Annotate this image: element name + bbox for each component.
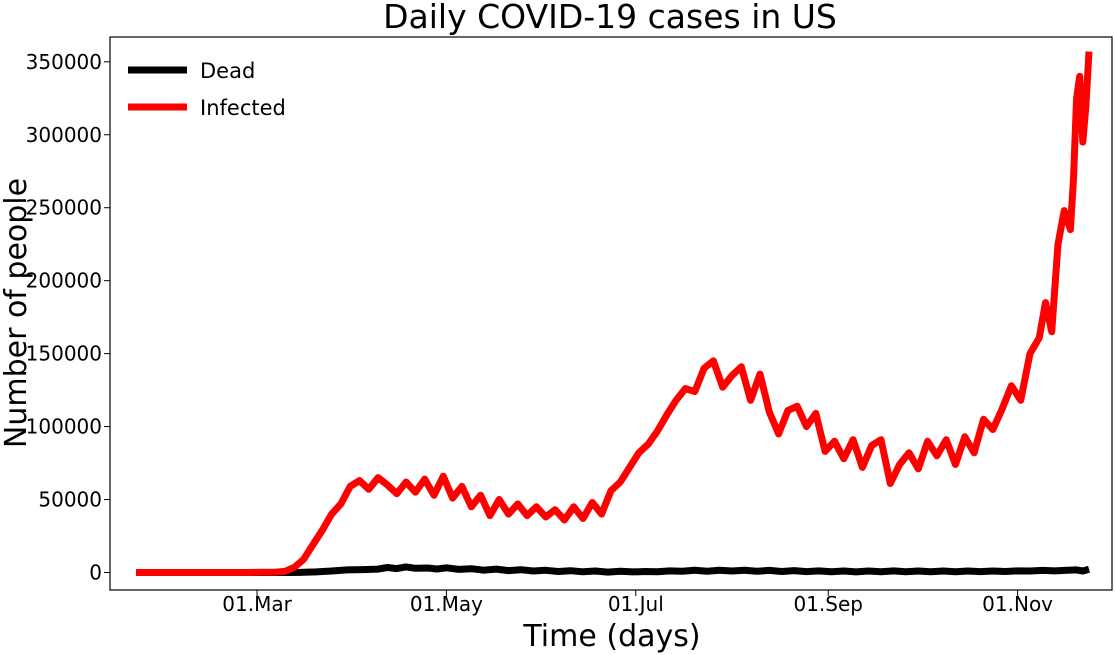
x-axis-label: Time (days) [522, 619, 700, 654]
y-tick-label: 100000 [26, 415, 102, 439]
series-lines [136, 51, 1093, 576]
y-tick-label: 250000 [26, 196, 102, 220]
y-tick-label: 300000 [26, 123, 102, 147]
y-tick-label: 200000 [26, 269, 102, 293]
x-tick-label: 01.Mar [222, 592, 292, 616]
y-tick-label: 50000 [38, 488, 102, 512]
plot-frame [109, 36, 1113, 591]
legend: Dead Infected [128, 59, 286, 120]
x-tick-label: 01.Sep [793, 592, 863, 616]
series-line-dead [136, 563, 1090, 576]
legend-label-infected: Infected [200, 96, 286, 120]
x-axis-ticks: 01.Mar 01.May 01.Jul 01.Sep 01.Nov [222, 590, 1053, 616]
y-tick-label: 150000 [26, 342, 102, 366]
chart-title: Daily COVID-19 cases in US [383, 0, 837, 36]
y-axis-label: Number of people [0, 178, 34, 448]
series-line-infected [136, 51, 1093, 576]
y-tick-label: 0 [89, 560, 102, 584]
y-axis-ticks: 0 50000 100000 150000 200000 250000 300000 3500… [26, 50, 110, 584]
y-tick-label: 350000 [26, 50, 102, 74]
x-tick-label: 01.Jul [608, 592, 664, 616]
x-tick-label: 01.May [410, 592, 483, 616]
x-tick-label: 01.Nov [982, 592, 1053, 616]
legend-label-dead: Dead [200, 59, 255, 83]
